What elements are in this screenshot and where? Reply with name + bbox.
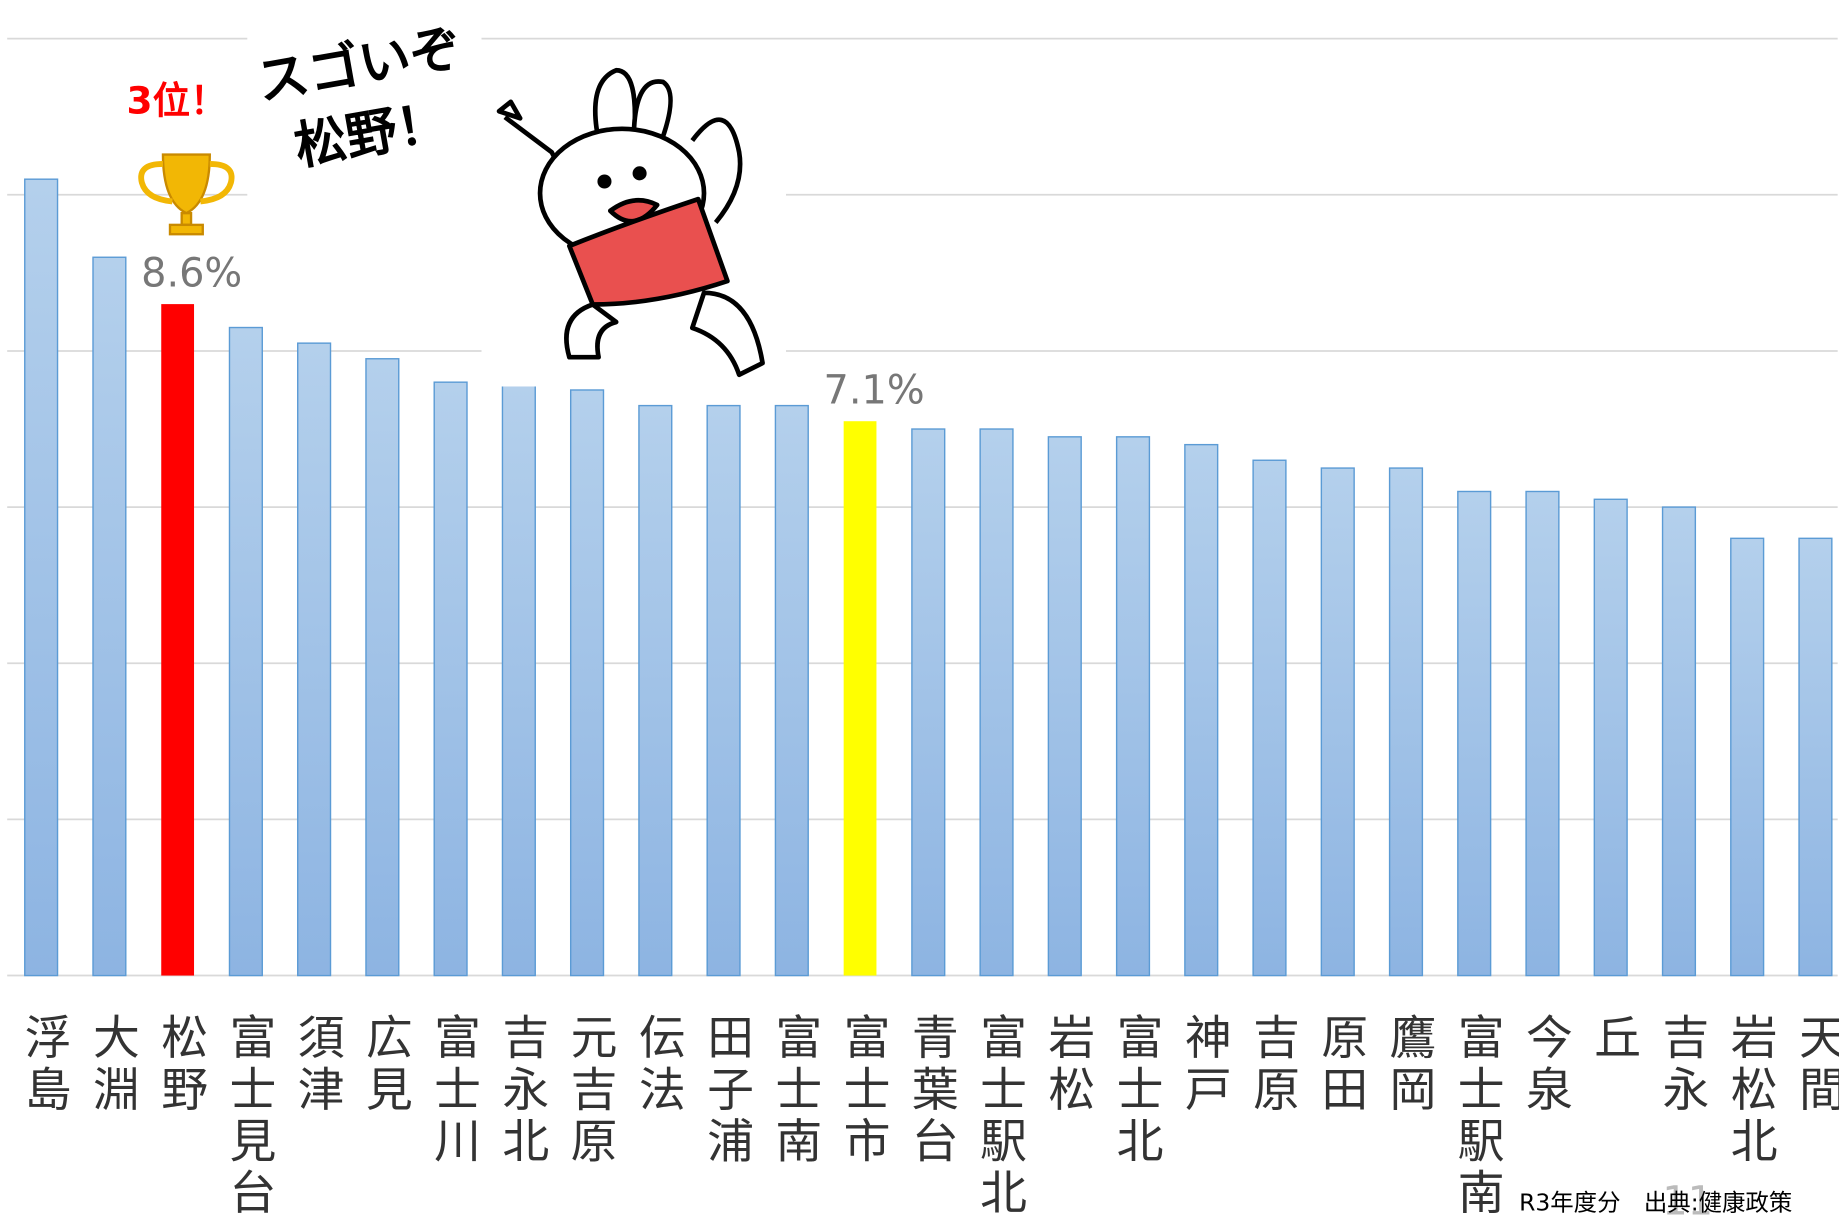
x-tick-label: 天間 — [1791, 1013, 1839, 1116]
bar — [639, 406, 672, 976]
bar — [707, 406, 740, 976]
x-tick-label: 富士川 — [426, 1013, 480, 1168]
bar — [93, 257, 126, 975]
x-tick-label: 原田 — [1313, 1013, 1367, 1116]
bar — [434, 382, 467, 975]
bar — [1799, 538, 1832, 975]
x-tick-label: 富士市 — [836, 1013, 890, 1168]
bar — [1117, 437, 1150, 976]
source-note: R3年度分 出典:健康政策 — [1519, 1188, 1792, 1216]
x-tick-label: 吉原 — [1245, 1013, 1299, 1116]
x-tick-label: 富士南 — [767, 1013, 821, 1168]
bar — [1390, 468, 1423, 975]
bar — [1048, 437, 1081, 976]
x-tick-label: 大淵 — [85, 1013, 139, 1116]
x-tick-label: 吉永 — [1654, 1013, 1708, 1116]
bar — [1731, 538, 1764, 975]
bar — [912, 429, 945, 976]
bar — [298, 343, 331, 975]
bar — [366, 359, 399, 976]
bar — [25, 179, 58, 975]
bar — [229, 328, 262, 976]
x-tick-label: 富士駅北 — [972, 1013, 1026, 1219]
bar — [775, 406, 808, 976]
bar — [844, 421, 877, 975]
bar — [1321, 468, 1354, 975]
x-tick-label: 富士見台 — [221, 1013, 275, 1219]
x-tick-label: 吉永北 — [494, 1013, 548, 1168]
rank-annotation: 3位！ — [126, 79, 227, 123]
x-tick-label: 須津 — [290, 1013, 344, 1116]
x-tick-label: 青葉台 — [904, 1013, 958, 1168]
bar — [1526, 491, 1559, 975]
x-tick-label: 富士北 — [1109, 1013, 1163, 1168]
bar — [571, 390, 604, 976]
bar — [161, 304, 194, 975]
chart: 3位！ スゴいぞ 松野！ 11 R3年度分 出典:健康政策 浮島大淵松野8.6%… — [0, 0, 1839, 1225]
bar — [502, 382, 535, 975]
trophy-icon — [141, 155, 231, 235]
bar — [980, 429, 1013, 976]
bar — [1458, 491, 1491, 975]
bar — [1594, 499, 1627, 975]
value-label: 7.1% — [824, 368, 925, 414]
x-tick-label: 神戸 — [1177, 1013, 1231, 1116]
value-label: 8.6% — [141, 250, 242, 296]
x-tick-label: 岩松北 — [1723, 1013, 1777, 1168]
x-tick-label: 丘 — [1586, 1013, 1640, 1065]
x-tick-label: 松野 — [153, 1013, 207, 1116]
x-tick-label: 富士駅南 — [1450, 1013, 1504, 1219]
x-tick-label: 伝法 — [631, 1013, 685, 1116]
bar — [1253, 460, 1286, 975]
x-tick-label: 鷹岡 — [1381, 1013, 1435, 1116]
bar — [1663, 507, 1696, 975]
x-tick-label: 浮島 — [17, 1013, 71, 1116]
x-tick-label: 今泉 — [1518, 1013, 1572, 1116]
bar — [1185, 445, 1218, 976]
x-tick-label: 岩松 — [1040, 1013, 1094, 1116]
x-tick-label: 広見 — [358, 1013, 412, 1116]
x-tick-label: 元吉原 — [563, 1013, 617, 1168]
x-tick-label: 田子浦 — [699, 1013, 753, 1168]
